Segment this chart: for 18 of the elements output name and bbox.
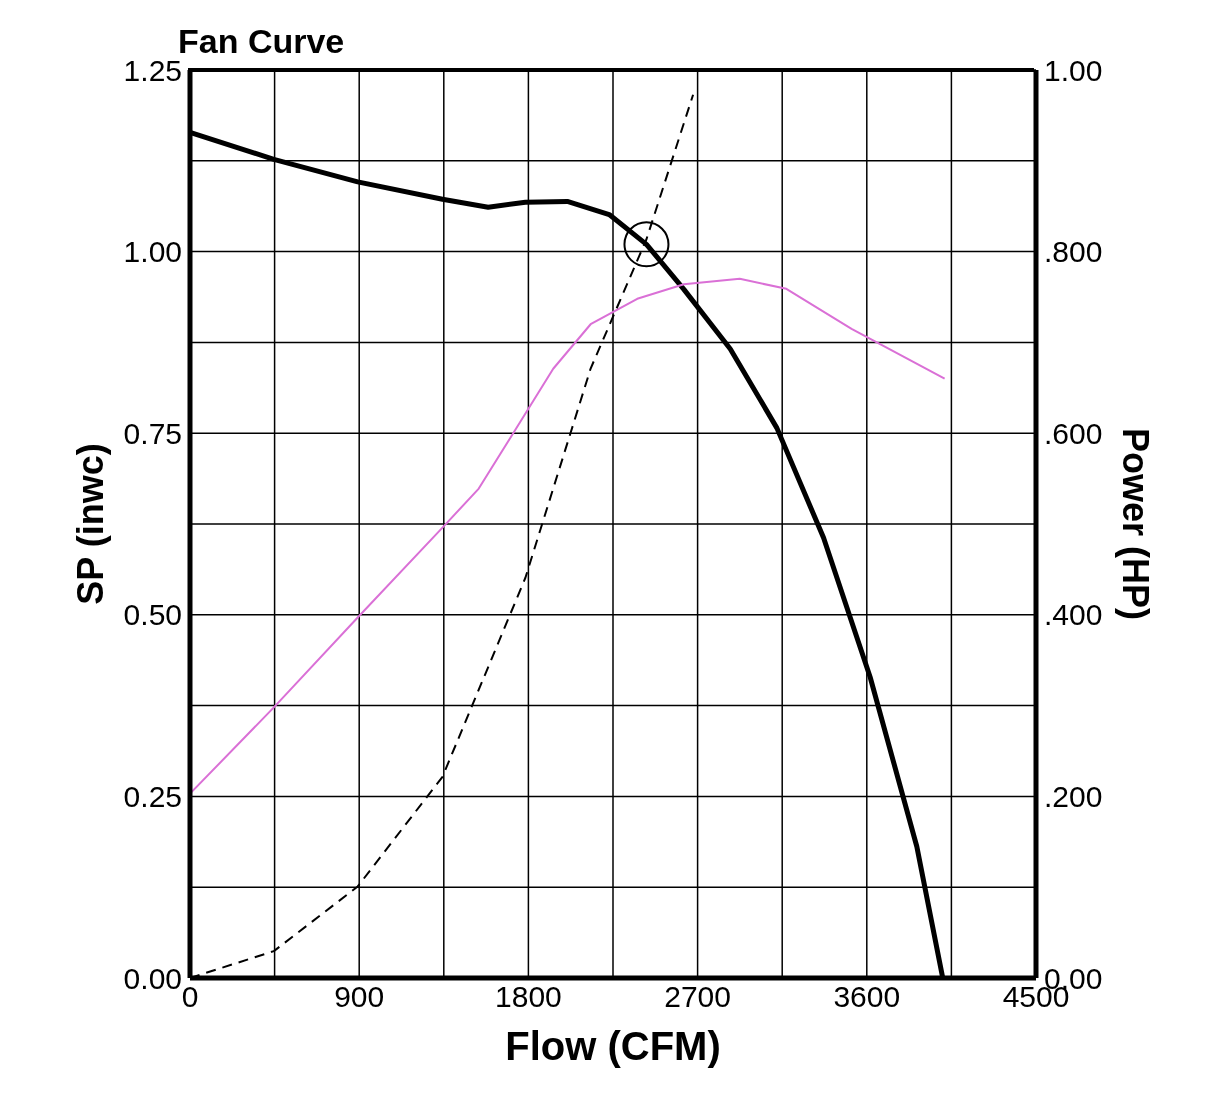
x-tick-label: 2700 (664, 980, 731, 1014)
y2-axis-title: Power (HP) (1115, 427, 1157, 621)
y-tick-label: 0.75 (123, 416, 182, 450)
y2-tick-label: .800 (1044, 235, 1103, 269)
x-tick-label: 3600 (833, 980, 901, 1014)
y2-tick-label: .600 (1044, 416, 1103, 450)
x-tick-label: 0 (181, 980, 199, 1014)
y-axis-title: SP (inwc) (69, 443, 111, 605)
y2-tick-label: 1.00 (1044, 53, 1103, 87)
x-tick-label: 900 (334, 980, 385, 1014)
y-tick-label: 0.00 (123, 961, 182, 995)
y-tick-label: 0.50 (123, 598, 182, 632)
y-tick-label: 1.00 (123, 235, 182, 269)
y2-tick-label: .400 (1044, 598, 1103, 632)
x-tick-label: 1800 (495, 980, 562, 1014)
y2-tick-label: .200 (1044, 780, 1103, 814)
y-tick-label: 0.25 (123, 780, 182, 814)
x-axis-title: Flow (CFM) (505, 1024, 721, 1068)
